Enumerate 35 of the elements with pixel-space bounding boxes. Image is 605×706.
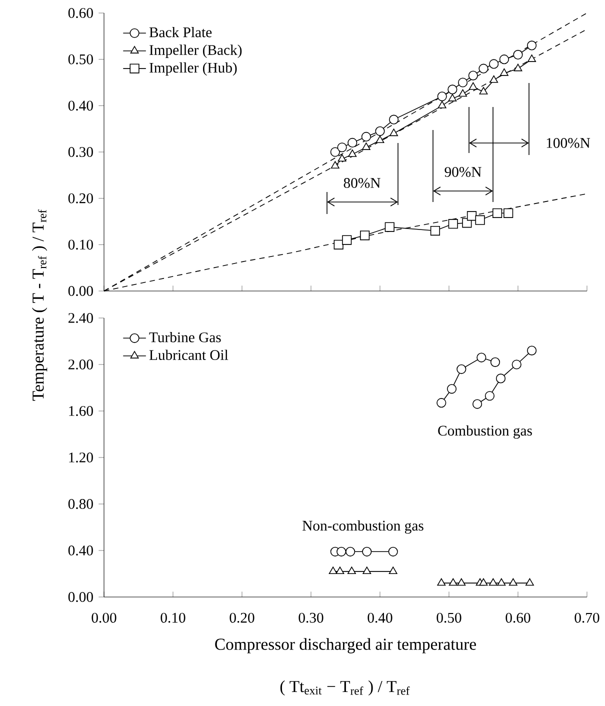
annotation: 80%N: [344, 178, 381, 188]
legend-label: Lubricant Oil: [150, 350, 228, 360]
x-tick-label: 0.00: [92, 612, 116, 623]
annotation: 100%N: [547, 138, 590, 148]
y-tick-label: 0.60: [68, 8, 94, 18]
x-axis-title: Compressor discharged air temperature: [215, 638, 476, 654]
y-tick-label: 0.40: [68, 546, 94, 556]
y-axis-title: Temperature ( T - T$_{ref}$ ) / T$_{ref}$: [32, 209, 48, 401]
y-tick-label: 1.60: [69, 406, 94, 416]
annotation: Non-combustion gas: [302, 520, 424, 534]
y-tick-label: 1.20: [69, 452, 94, 462]
x-tick-label: 0.10: [160, 612, 186, 623]
legend-label: Impeller (Back): [150, 44, 242, 58]
y-tick-label: 2.00: [68, 360, 94, 370]
annotation: 90%N: [444, 167, 482, 177]
y-tick-label: 0.00: [68, 592, 94, 602]
y-tick-label: 0.80: [68, 499, 94, 509]
text: ( Tt$_{exit}$ − T$_{ref}$ ) / T$_{ref}$: [280, 680, 410, 696]
annotation: Combustion gas: [438, 425, 532, 439]
y-tick-label: 0.20: [68, 193, 94, 204]
y-tick-label: 0.30: [68, 147, 94, 157]
legend-label: Turbine Gas: [149, 332, 221, 342]
x-tick-label: 0.70: [574, 612, 600, 623]
y-tick-label: 2.40: [68, 313, 94, 323]
x-tick-label: 0.50: [436, 612, 462, 623]
y-tick-label: 0.40: [68, 100, 94, 111]
y-tick-label: 0.10: [68, 240, 94, 250]
x-tick-label: 0.40: [368, 612, 392, 623]
legend-label: Back Plate: [150, 26, 212, 38]
x-tick-label: 0.60: [506, 612, 530, 623]
y-tick-label: 0.00: [68, 286, 94, 296]
x-tick-label: 0.20: [230, 612, 254, 623]
y-tick-label: 0.50: [68, 54, 94, 64]
legend-label: Impeller (Hub): [150, 62, 237, 76]
x-tick-label: 0.30: [298, 612, 324, 623]
